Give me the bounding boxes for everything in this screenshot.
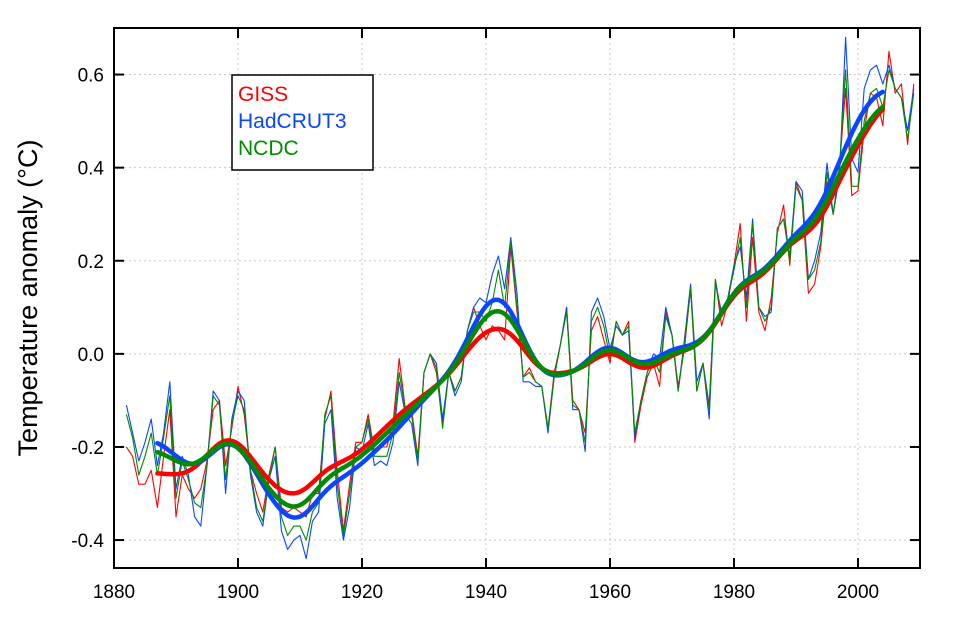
y-tick-label: -0.4	[71, 531, 104, 552]
y-tick-label: 0.2	[78, 252, 104, 273]
x-tick-label: 1980	[713, 582, 755, 603]
legend-entry-ncdc: NCDC	[238, 137, 299, 160]
x-tick-label: 1960	[589, 582, 631, 603]
y-tick-label: -0.2	[71, 438, 104, 459]
smoothed-line-ncdc	[155, 104, 886, 509]
x-tick-label: 2000	[837, 582, 879, 603]
y-tick-label: 0.4	[78, 159, 105, 180]
y-axis-title: Temperature anomaly (°C)	[13, 140, 43, 457]
plot-frame	[113, 27, 921, 569]
legend-box	[231, 74, 374, 171]
x-tick-label: 1880	[93, 582, 135, 603]
legend-entry-hadcrut3: HadCRUT3	[238, 110, 347, 133]
legend-entry-giss: GISS	[238, 83, 288, 106]
tick-labels: 1880 1900 1920 1940 1960 1980 2000 -0.4 -0.2 0.0 0…	[71, 66, 879, 603]
x-tick-label: 1940	[465, 582, 507, 603]
y-tick-label: 0.0	[78, 345, 104, 366]
x-tick-label: 1920	[341, 582, 383, 603]
x-tick-label: 1900	[217, 582, 259, 603]
legend: GISS HadCRUT3 NCDC	[231, 74, 374, 171]
axis-ticks	[113, 28, 920, 568]
y-tick-label: 0.6	[78, 66, 104, 87]
smoothed-series	[155, 89, 886, 520]
